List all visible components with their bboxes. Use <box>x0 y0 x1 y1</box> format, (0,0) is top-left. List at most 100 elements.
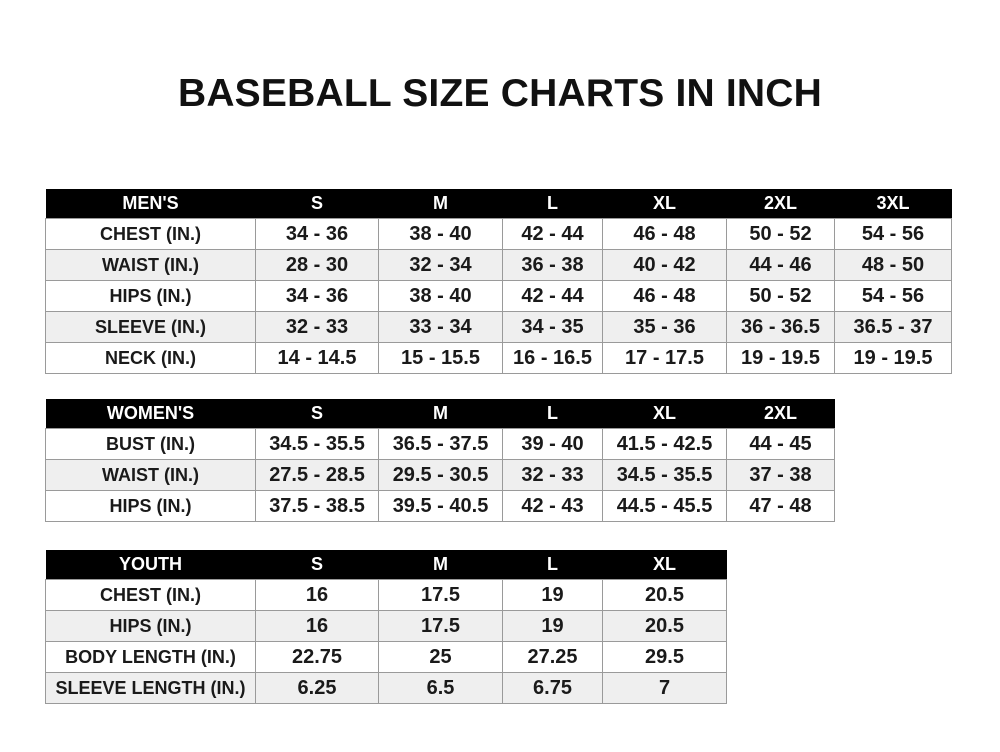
measurement-label: SLEEVE LENGTH (IN.) <box>45 672 256 704</box>
size-value: 6.5 <box>378 672 503 704</box>
size-header: M <box>378 550 503 580</box>
table-row: NECK (IN.) 14 - 14.5 15 - 15.5 16 - 16.5 17 … <box>45 342 952 374</box>
size-value: 48 - 50 <box>834 249 952 281</box>
size-value: 40 - 42 <box>602 249 727 281</box>
size-value: 32 - 33 <box>502 459 603 491</box>
size-header: L <box>502 399 603 429</box>
size-value: 19 <box>502 579 603 611</box>
measurement-label: CHEST (IN.) <box>45 579 256 611</box>
youth-size-table: YOUTH S M L XL CHEST (IN.) 16 17.5 19 20.5 HIPS (I… <box>45 550 727 704</box>
table-row: SLEEVE (IN.) 32 - 33 33 - 34 34 - 35 35 - 36… <box>45 311 952 343</box>
category-header: WOMEN'S <box>45 399 256 429</box>
size-value: 39 - 40 <box>502 428 603 460</box>
size-value: 46 - 48 <box>602 218 727 250</box>
size-value: 32 - 34 <box>378 249 503 281</box>
size-value: 22.75 <box>255 641 379 673</box>
header-row: YOUTH S M L XL <box>45 550 727 580</box>
size-header: XL <box>602 550 727 580</box>
size-value: 34 - 36 <box>255 280 379 312</box>
size-value: 44 - 45 <box>726 428 835 460</box>
measurement-label: CHEST (IN.) <box>45 218 256 250</box>
size-value: 32 - 33 <box>255 311 379 343</box>
size-value: 42 - 44 <box>502 218 603 250</box>
size-value: 36.5 - 37 <box>834 311 952 343</box>
table-row: WAIST (IN.) 28 - 30 32 - 34 36 - 38 40 - 42 4… <box>45 249 952 281</box>
size-value: 36 - 38 <box>502 249 603 281</box>
size-value: 46 - 48 <box>602 280 727 312</box>
size-value: 50 - 52 <box>726 280 835 312</box>
size-value: 16 - 16.5 <box>502 342 603 374</box>
size-value: 34 - 35 <box>502 311 603 343</box>
size-value: 15 - 15.5 <box>378 342 503 374</box>
category-header: YOUTH <box>45 550 256 580</box>
measurement-label: BODY LENGTH (IN.) <box>45 641 256 673</box>
size-value: 41.5 - 42.5 <box>602 428 727 460</box>
header-row: MEN'S S M L XL 2XL 3XL <box>45 189 952 219</box>
size-value: 19 - 19.5 <box>726 342 835 374</box>
table-row: CHEST (IN.) 16 17.5 19 20.5 <box>45 579 727 611</box>
size-value: 34.5 - 35.5 <box>255 428 379 460</box>
size-value: 19 <box>502 610 603 642</box>
size-value: 37.5 - 38.5 <box>255 490 379 522</box>
size-header: XL <box>602 399 727 429</box>
size-value: 20.5 <box>602 579 727 611</box>
size-value: 38 - 40 <box>378 218 503 250</box>
size-value: 38 - 40 <box>378 280 503 312</box>
measurement-label: HIPS (IN.) <box>45 280 256 312</box>
size-header: S <box>255 550 379 580</box>
category-header: MEN'S <box>45 189 256 219</box>
size-value: 35 - 36 <box>602 311 727 343</box>
measurement-label: HIPS (IN.) <box>45 490 256 522</box>
size-value: 42 - 44 <box>502 280 603 312</box>
size-value: 6.25 <box>255 672 379 704</box>
size-value: 7 <box>602 672 727 704</box>
size-value: 19 - 19.5 <box>834 342 952 374</box>
measurement-label: BUST (IN.) <box>45 428 256 460</box>
size-value: 16 <box>255 610 379 642</box>
size-header: 3XL <box>834 189 952 219</box>
size-value: 6.75 <box>502 672 603 704</box>
measurement-label: SLEEVE (IN.) <box>45 311 256 343</box>
size-header: S <box>255 189 379 219</box>
size-header: M <box>378 189 503 219</box>
size-value: 17 - 17.5 <box>602 342 727 374</box>
size-value: 44.5 - 45.5 <box>602 490 727 522</box>
size-header: 2XL <box>726 189 835 219</box>
size-value: 39.5 - 40.5 <box>378 490 503 522</box>
size-value: 14 - 14.5 <box>255 342 379 374</box>
size-value: 34 - 36 <box>255 218 379 250</box>
size-value: 44 - 46 <box>726 249 835 281</box>
size-header: S <box>255 399 379 429</box>
size-value: 36 - 36.5 <box>726 311 835 343</box>
size-header: L <box>502 550 603 580</box>
table-row: CHEST (IN.) 34 - 36 38 - 40 42 - 44 46 - 48 5… <box>45 218 952 250</box>
size-value: 27.5 - 28.5 <box>255 459 379 491</box>
header-row: WOMEN'S S M L XL 2XL <box>45 399 835 429</box>
size-value: 42 - 43 <box>502 490 603 522</box>
size-header: L <box>502 189 603 219</box>
page-title: BASEBALL SIZE CHARTS IN INCH <box>177 72 823 115</box>
size-value: 34.5 - 35.5 <box>602 459 727 491</box>
table-row: HIPS (IN.) 34 - 36 38 - 40 42 - 44 46 - 48 50… <box>45 280 952 312</box>
size-value: 20.5 <box>602 610 727 642</box>
measurement-label: WAIST (IN.) <box>45 459 256 491</box>
size-value: 37 - 38 <box>726 459 835 491</box>
table-row: BUST (IN.) 34.5 - 35.5 36.5 - 37.5 39 - 40 4… <box>45 428 835 460</box>
size-value: 36.5 - 37.5 <box>378 428 503 460</box>
size-value: 28 - 30 <box>255 249 379 281</box>
size-value: 27.25 <box>502 641 603 673</box>
measurement-label: WAIST (IN.) <box>45 249 256 281</box>
womens-size-table: WOMEN'S S M L XL 2XL BUST (IN.) 34.5 - 35.5 36.5… <box>45 399 835 522</box>
size-header: XL <box>602 189 727 219</box>
measurement-label: HIPS (IN.) <box>45 610 256 642</box>
table-row: SLEEVE LENGTH (IN.) 6.25 6.5 6.75 7 <box>45 672 727 704</box>
measurement-label: NECK (IN.) <box>45 342 256 374</box>
table-row: BODY LENGTH (IN.) 22.75 25 27.25 29.5 <box>45 641 727 673</box>
size-value: 29.5 - 30.5 <box>378 459 503 491</box>
size-header: M <box>378 399 503 429</box>
size-value: 54 - 56 <box>834 280 952 312</box>
size-value: 17.5 <box>378 610 503 642</box>
size-value: 25 <box>378 641 503 673</box>
size-value: 50 - 52 <box>726 218 835 250</box>
size-value: 16 <box>255 579 379 611</box>
